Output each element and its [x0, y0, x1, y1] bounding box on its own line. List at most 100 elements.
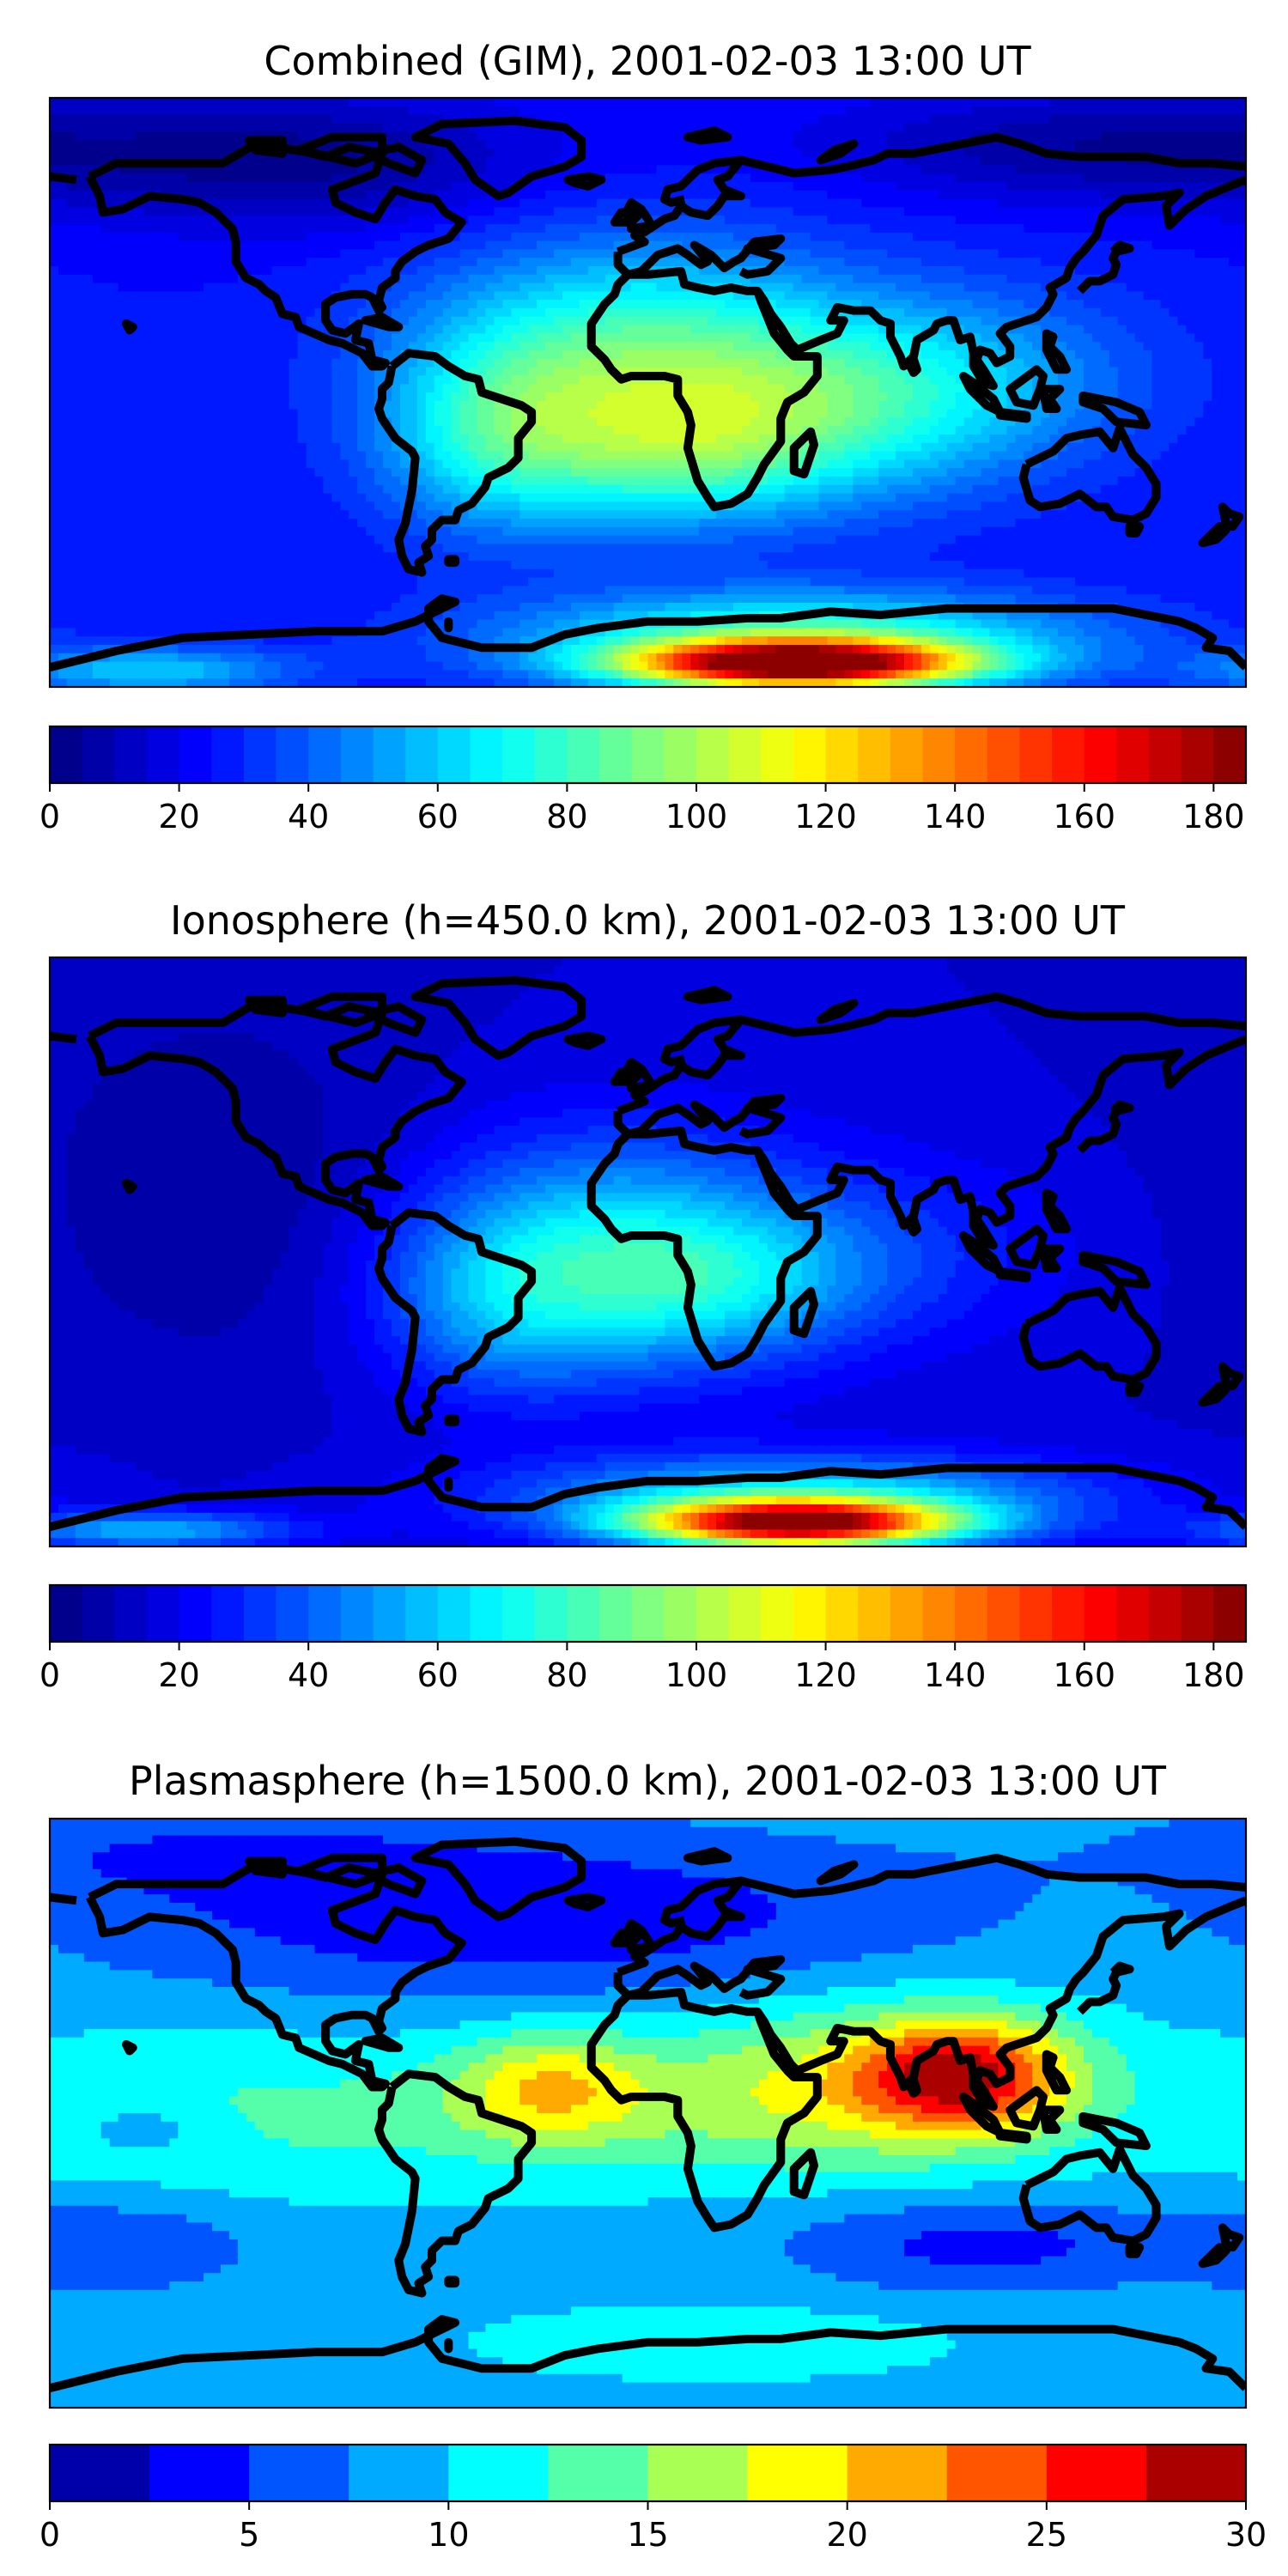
heatmap-cell: [972, 165, 982, 174]
heatmap-cell: [195, 249, 204, 258]
heatmap-cell: [58, 325, 68, 334]
heatmap-cell: [297, 384, 307, 393]
heatmap-cell: [878, 232, 888, 242]
heatmap-cell: [271, 325, 282, 334]
heatmap-cell: [963, 308, 974, 318]
heatmap-cell: [212, 325, 222, 334]
heatmap-cell: [1015, 283, 1024, 292]
heatmap-cell: [920, 131, 931, 141]
heatmap-cell: [1151, 308, 1162, 318]
heatmap-cell: [1237, 283, 1246, 292]
heatmap-cell: [587, 392, 598, 402]
heatmap-cell: [801, 148, 811, 158]
heatmap-cell: [228, 123, 239, 132]
heatmap-cell: [946, 283, 957, 292]
heatmap-cell: [1006, 232, 1016, 242]
heatmap-cell: [297, 300, 307, 309]
heatmap-cell: [83, 291, 94, 301]
heatmap-cell: [237, 325, 247, 334]
heatmap-cell: [66, 367, 76, 376]
heatmap-cell: [502, 156, 512, 166]
heatmap-cell: [1160, 165, 1170, 174]
heatmap-cell: [314, 291, 324, 301]
heatmap-cell: [58, 266, 68, 276]
heatmap-cell: [870, 316, 879, 326]
heatmap-cell: [1186, 182, 1195, 191]
heatmap-cell: [1032, 198, 1042, 208]
heatmap-cell: [425, 173, 435, 183]
heatmap-cell: [169, 358, 179, 368]
heatmap-cell: [912, 114, 922, 124]
heatmap-cell: [784, 325, 794, 334]
heatmap-cell: [451, 140, 461, 149]
heatmap-cell: [554, 207, 563, 216]
heatmap-cell: [896, 283, 905, 292]
heatmap-cell: [545, 358, 555, 368]
heatmap-cell: [639, 182, 649, 191]
heatmap-cell: [861, 291, 871, 301]
heatmap-cell: [844, 274, 854, 284]
heatmap-cell: [818, 249, 829, 258]
heatmap-cell: [1015, 165, 1024, 174]
heatmap-cell: [92, 325, 102, 334]
heatmap-cell: [870, 350, 879, 360]
heatmap-cell: [271, 224, 282, 234]
heatmap-cell: [349, 274, 358, 284]
heatmap-cell: [861, 224, 871, 234]
heatmap-cell: [827, 274, 836, 284]
heatmap-cell: [605, 190, 615, 200]
heatmap-cell: [92, 114, 102, 124]
heatmap-cell: [579, 316, 589, 326]
heatmap-cell: [725, 232, 734, 242]
heatmap-cell: [665, 165, 674, 174]
heatmap-cell: [161, 291, 170, 301]
heatmap-cell: [66, 216, 76, 225]
heatmap-cell: [998, 216, 1007, 225]
heatmap-cell: [699, 123, 708, 132]
heatmap-cell: [83, 156, 94, 166]
heatmap-cell: [502, 258, 512, 267]
heatmap-cell: [639, 140, 649, 149]
heatmap-cell: [596, 283, 606, 292]
heatmap-cell: [323, 258, 332, 267]
heatmap-cell: [639, 156, 649, 166]
heatmap-cell: [810, 384, 820, 393]
heatmap-cell: [1169, 182, 1178, 191]
heatmap-cell: [246, 392, 256, 402]
heatmap-cell: [459, 249, 470, 258]
heatmap-cell: [451, 325, 461, 334]
heatmap-cell: [271, 333, 282, 343]
heatmap-cell: [357, 358, 367, 368]
heatmap-cell: [494, 283, 503, 292]
heatmap-cell: [896, 190, 905, 200]
heatmap-cell: [204, 308, 213, 318]
heatmap-cell: [152, 291, 161, 301]
heatmap-cell: [801, 367, 811, 376]
heatmap-cell: [399, 325, 410, 334]
heatmap-cell: [169, 291, 179, 301]
heatmap-cell: [169, 106, 179, 116]
heatmap-cell: [75, 148, 85, 158]
heatmap-cell: [998, 232, 1007, 242]
heatmap-cell: [596, 131, 606, 141]
heatmap-cell: [100, 333, 111, 343]
heatmap-cell: [656, 190, 665, 200]
heatmap-cell: [767, 350, 777, 360]
heatmap-cell: [630, 165, 641, 174]
heatmap-cell: [920, 342, 931, 351]
heatmap-cell: [1134, 216, 1145, 225]
heatmap-cell: [562, 342, 572, 351]
heatmap-cell: [442, 98, 453, 107]
heatmap-cell: [451, 207, 461, 216]
heatmap-cell: [972, 240, 982, 250]
heatmap-cell: [1041, 131, 1050, 141]
heatmap-cell: [1032, 291, 1042, 301]
heatmap-cell: [263, 384, 273, 393]
heatmap-cell: [212, 182, 222, 191]
heatmap-cell: [750, 392, 760, 402]
heatmap-cell: [425, 325, 435, 334]
heatmap-cell: [613, 308, 623, 318]
heatmap-cell: [596, 123, 606, 132]
heatmap-cell: [1100, 358, 1110, 368]
heatmap-cell: [1237, 140, 1246, 149]
